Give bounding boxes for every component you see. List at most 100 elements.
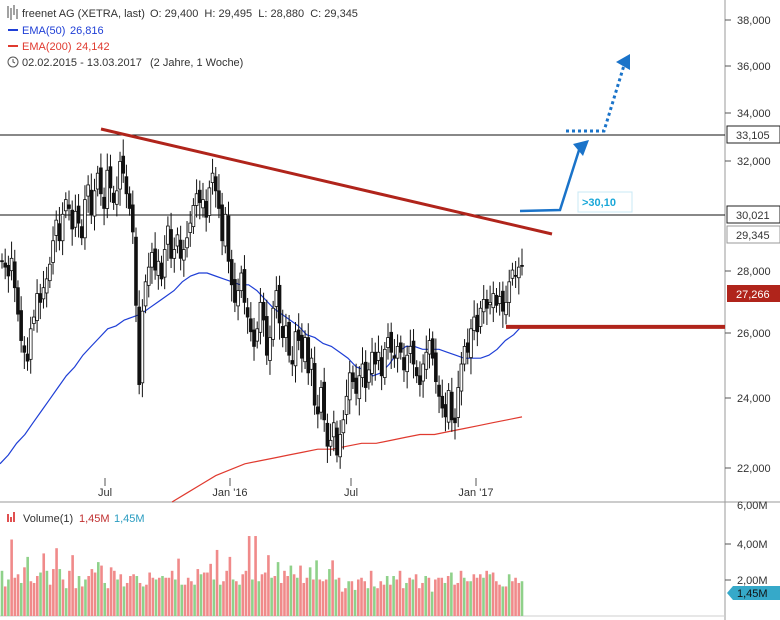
volume-bar	[103, 582, 107, 616]
candle-body	[280, 326, 285, 339]
volume-bar	[353, 589, 357, 616]
volume-bar	[398, 570, 402, 616]
volume-bar	[286, 576, 289, 616]
volume-bar	[328, 569, 331, 616]
volume-bar	[453, 584, 456, 616]
volume-bar	[113, 570, 116, 616]
candle-body	[134, 236, 138, 306]
candle-body	[255, 328, 260, 342]
ema50-value: 26,816	[70, 25, 104, 37]
y-tick-label: 26,000	[737, 328, 771, 340]
volume-bar	[212, 579, 216, 616]
candle-body	[102, 196, 106, 209]
candle-body	[360, 363, 365, 378]
candle-body	[79, 226, 84, 239]
candle-body	[370, 351, 374, 374]
candle-body	[130, 204, 135, 233]
candle-body	[233, 279, 237, 303]
candle-body	[434, 352, 438, 383]
candle-body	[16, 287, 20, 315]
candle-body	[414, 367, 419, 377]
volume-bar	[507, 574, 511, 616]
volume-bar	[417, 588, 421, 616]
candle-body	[510, 269, 515, 279]
volume-bar	[231, 579, 235, 616]
date-range: 02.02.2015 - 13.03.2017	[22, 57, 142, 69]
volume-bar	[109, 567, 113, 616]
volume-bar	[96, 562, 100, 616]
volume-bar	[392, 576, 395, 616]
volume-bar	[344, 588, 347, 616]
ohlc-readout: O: 29,400 H: 29,495 L: 28,880 C: 29,345	[150, 8, 358, 20]
candle-body	[207, 187, 212, 216]
candle-body	[153, 248, 157, 271]
volume-bar	[0, 570, 4, 616]
candle-body	[462, 346, 467, 365]
candle-body	[6, 264, 11, 277]
y-tick-label: 36,000	[737, 61, 771, 73]
candle-body	[210, 172, 215, 183]
volume-bar	[164, 577, 168, 616]
candle-body	[83, 199, 87, 239]
candle-body	[335, 427, 339, 456]
volume-bar	[331, 560, 334, 616]
level-tag-33105: 33,105	[736, 130, 770, 142]
candle-body	[156, 260, 161, 276]
volume-bar	[199, 574, 203, 616]
candle-body	[12, 261, 17, 289]
candle-body	[287, 321, 291, 356]
volume-bar	[10, 539, 13, 616]
candle-body	[92, 190, 97, 217]
volume-bar	[180, 584, 184, 616]
volume-bar	[154, 579, 158, 616]
candle-body	[146, 266, 151, 286]
volume-bar	[157, 577, 161, 616]
candle-body	[395, 346, 400, 359]
candle-body	[182, 249, 186, 261]
volume-bar	[68, 570, 71, 616]
ema200-line	[171, 416, 523, 503]
volume-bar	[514, 577, 517, 616]
y-tick-label: 22,000	[737, 463, 771, 475]
volume-bar	[251, 579, 254, 616]
candle-body	[28, 328, 33, 360]
candle-body	[60, 213, 65, 242]
volume-bar	[186, 577, 190, 616]
candle-body	[264, 316, 269, 356]
candle-body	[319, 387, 323, 413]
volume-bar	[517, 582, 521, 616]
x-tick-label: Jan '17	[458, 487, 493, 499]
volume-bar	[424, 576, 428, 616]
volume-bar	[296, 577, 299, 616]
candle-body	[48, 263, 52, 282]
volume-bar	[141, 586, 145, 616]
volume-bar	[446, 576, 450, 616]
volume-bar	[42, 553, 46, 616]
candle-body	[520, 264, 524, 267]
volume-bar	[13, 577, 17, 616]
candle-body	[64, 199, 68, 212]
candle-body	[507, 281, 512, 303]
candle-body	[347, 372, 352, 401]
y-axis: 38,000 36,000 34,000 32,000 28,000 26,00…	[725, 15, 771, 475]
candle-body	[411, 340, 416, 365]
candle-body	[127, 193, 132, 209]
candle-body	[213, 176, 218, 192]
y-tick-label: 28,000	[737, 266, 771, 278]
volume-bar	[469, 581, 472, 616]
support-tag: 27,266	[736, 289, 770, 301]
volume-bar	[77, 576, 81, 616]
volume-bar	[193, 584, 196, 616]
volume-bar	[183, 584, 187, 616]
y-tick-label: 32,000	[737, 156, 771, 168]
candle-body	[494, 294, 499, 306]
volume-bar	[174, 579, 177, 616]
ema200-value: 24,142	[76, 41, 110, 53]
candle-body	[497, 296, 502, 304]
volume-bar	[443, 582, 447, 616]
volume-bar	[58, 569, 62, 616]
candle-body	[504, 301, 508, 316]
candle-body	[517, 266, 521, 279]
candle-body	[376, 351, 381, 361]
